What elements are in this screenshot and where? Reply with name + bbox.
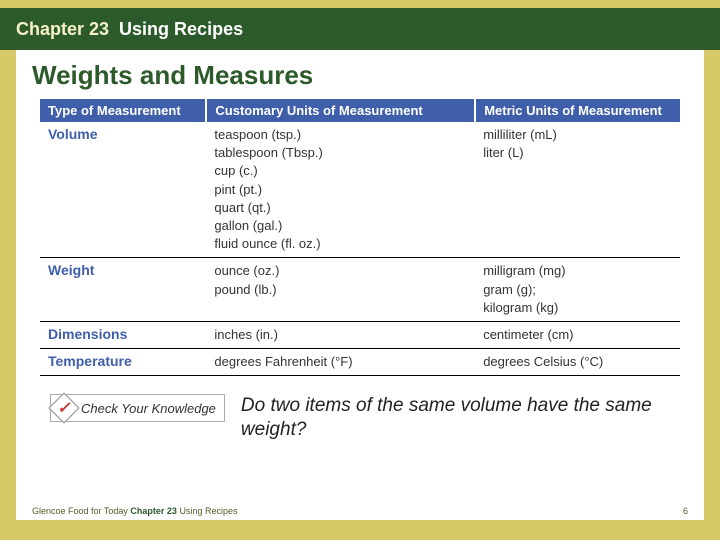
table-row: Temperature degrees Fahrenheit (°F) degr…	[40, 349, 680, 376]
col-header-customary: Customary Units of Measurement	[206, 99, 475, 122]
table-row: Volume teaspoon (tsp.)tablespoon (Tbsp.)…	[40, 122, 680, 258]
table-row: Weight ounce (oz.)pound (lb.) milligram …	[40, 258, 680, 322]
measures-table-wrap: Type of Measurement Customary Units of M…	[16, 99, 704, 376]
cell-metric: milliliter (mL)liter (L)	[475, 122, 680, 258]
measures-table: Type of Measurement Customary Units of M…	[40, 99, 680, 376]
check-knowledge-badge: ✓ Check Your Knowledge	[50, 394, 225, 422]
slide-footer: Glencoe Food for Today Chapter 23 Using …	[32, 506, 688, 516]
col-header-type: Type of Measurement	[40, 99, 206, 122]
row-label: Weight	[40, 258, 206, 322]
chapter-header: Chapter 23 Using Recipes	[0, 0, 720, 50]
chapter-number: Chapter 23	[16, 19, 109, 40]
checkmark-icon: ✓	[48, 393, 79, 424]
row-label: Volume	[40, 122, 206, 258]
knowledge-question: Do two items of the same volume have the…	[241, 394, 680, 442]
check-knowledge-row: ✓ Check Your Knowledge Do two items of t…	[16, 376, 704, 442]
row-label: Dimensions	[40, 321, 206, 348]
section-title: Weights and Measures	[16, 50, 704, 99]
content-area: Weights and Measures Type of Measurement…	[16, 50, 704, 520]
table-row: Dimensions inches (in.) centimeter (cm)	[40, 321, 680, 348]
cell-metric: centimeter (cm)	[475, 321, 680, 348]
page-number: 6	[683, 506, 688, 516]
cell-customary: degrees Fahrenheit (°F)	[206, 349, 475, 376]
cell-metric: milligram (mg)gram (g);kilogram (kg)	[475, 258, 680, 322]
row-label: Temperature	[40, 349, 206, 376]
cell-customary: ounce (oz.)pound (lb.)	[206, 258, 475, 322]
col-header-metric: Metric Units of Measurement	[475, 99, 680, 122]
cell-customary: inches (in.)	[206, 321, 475, 348]
cell-metric: degrees Celsius (°C)	[475, 349, 680, 376]
cell-customary: teaspoon (tsp.)tablespoon (Tbsp.)cup (c.…	[206, 122, 475, 258]
footer-source: Glencoe Food for Today Chapter 23 Using …	[32, 506, 237, 516]
chapter-title: Using Recipes	[119, 19, 243, 40]
check-badge-label: Check Your Knowledge	[81, 401, 216, 416]
